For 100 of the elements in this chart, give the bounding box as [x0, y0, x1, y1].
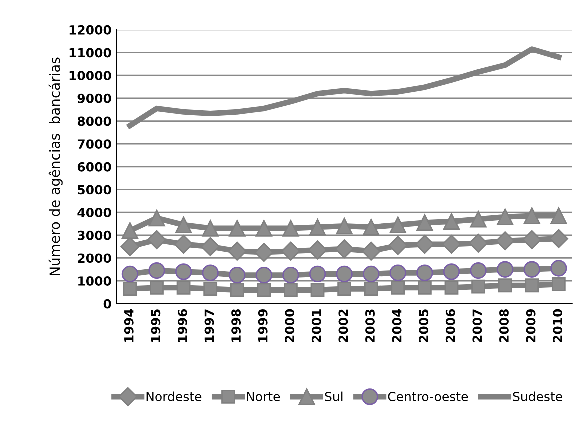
point — [418, 280, 432, 295]
point — [204, 282, 218, 296]
point — [284, 283, 298, 298]
y-tick-label: 8000 — [78, 116, 112, 126]
point — [470, 262, 487, 280]
point — [202, 220, 219, 237]
point — [229, 267, 246, 284]
point — [282, 220, 300, 237]
point — [309, 219, 326, 236]
point — [148, 210, 166, 227]
legend-label: Nordeste — [146, 392, 202, 402]
point — [363, 219, 380, 236]
point — [390, 216, 406, 234]
legend-label: Sudeste — [513, 392, 562, 402]
y-tick-label: 12000 — [70, 25, 112, 35]
point — [496, 232, 515, 251]
point — [338, 282, 352, 296]
x-tick-label: 2007 — [472, 310, 482, 343]
point — [174, 234, 194, 254]
point — [123, 282, 138, 296]
point — [254, 242, 274, 262]
point — [550, 208, 568, 224]
point — [443, 264, 460, 280]
x-tick-label: 1994 — [124, 309, 134, 342]
x-tick-label: 2009 — [526, 310, 536, 343]
point — [257, 283, 272, 298]
point — [202, 264, 219, 282]
point — [147, 230, 167, 250]
y-tick-label: 5000 — [78, 185, 112, 195]
point — [442, 234, 462, 254]
point — [497, 208, 514, 226]
point — [470, 211, 487, 228]
point — [336, 266, 353, 283]
point — [150, 280, 164, 295]
x-tick-label: 1996 — [178, 309, 188, 342]
legend-label: Sul — [325, 392, 343, 402]
point — [388, 236, 408, 256]
point — [122, 222, 139, 240]
point — [310, 283, 325, 298]
point — [256, 267, 273, 284]
point — [550, 260, 568, 277]
point — [309, 266, 326, 283]
point — [176, 280, 191, 295]
point — [472, 280, 486, 294]
point — [175, 264, 192, 280]
x-tick-label: 2010 — [553, 309, 563, 343]
x-tick-label: 1995 — [151, 310, 161, 342]
x-tick-label: 2003 — [366, 310, 375, 343]
x-tick-label: 1999 — [258, 310, 268, 342]
point — [148, 262, 166, 280]
y-tick-label: 1000 — [78, 276, 112, 286]
point — [256, 220, 273, 237]
x-tick-label: 2006 — [446, 309, 456, 343]
y-tick-label: 4000 — [78, 208, 112, 218]
point — [362, 242, 381, 261]
x-tick-label: 2004 — [392, 309, 402, 343]
point — [120, 237, 140, 256]
point — [122, 266, 139, 283]
y-tick-label: 0 — [104, 299, 112, 309]
y-tick-label: 10000 — [70, 71, 112, 81]
x-tick-label: 2001 — [312, 310, 322, 343]
point — [416, 264, 434, 282]
point — [391, 280, 406, 295]
point — [364, 282, 378, 296]
y-tick-label: 11000 — [70, 48, 112, 58]
x-tick-label: 2002 — [338, 310, 348, 343]
legend-label: Centro-oeste — [388, 392, 468, 402]
point — [525, 278, 540, 293]
point — [308, 240, 328, 260]
point — [390, 264, 406, 282]
point — [497, 261, 514, 278]
point — [552, 278, 566, 292]
x-tick-label: 1998 — [232, 310, 242, 342]
point — [282, 267, 300, 284]
x-tick-label: 2008 — [500, 310, 509, 343]
point — [524, 208, 540, 224]
point — [443, 213, 460, 230]
x-tick-label: 2000 — [285, 309, 295, 343]
y-tick-label: 9000 — [78, 94, 112, 104]
y-tick-label: 7000 — [78, 140, 112, 150]
point — [549, 229, 568, 248]
x-tick-label: 1997 — [204, 310, 214, 342]
point — [522, 230, 542, 250]
point — [228, 242, 247, 261]
point — [363, 266, 380, 283]
point — [230, 283, 244, 298]
point — [524, 261, 540, 278]
y-tick-label: 2000 — [78, 254, 112, 264]
point — [175, 216, 192, 234]
point — [229, 220, 246, 237]
point — [336, 218, 353, 235]
point — [469, 234, 488, 253]
point — [444, 280, 459, 295]
legend-label: Norte — [247, 392, 280, 402]
point — [335, 240, 354, 259]
point — [498, 278, 512, 293]
point — [201, 237, 220, 256]
y-axis-title: Número de agências bancárias — [48, 58, 63, 276]
y-tick-label: 6000 — [78, 162, 112, 172]
x-tick-label: 2005 — [419, 310, 429, 343]
